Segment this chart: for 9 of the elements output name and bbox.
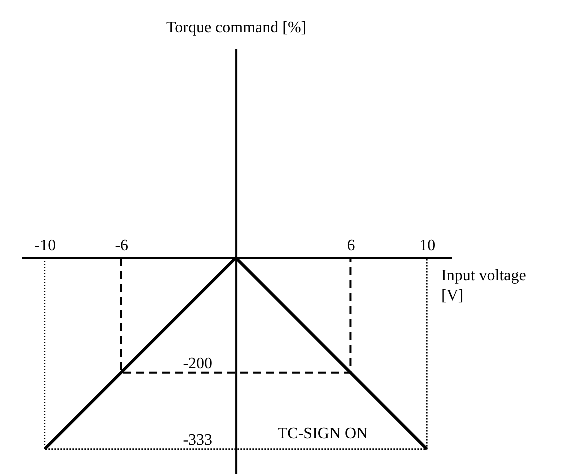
x-tick-label: -6 (115, 238, 129, 255)
x-axis-title: Input voltage [V] (442, 268, 526, 305)
y-tick-label: -333 (183, 432, 213, 449)
x-tick-label: 6 (347, 238, 356, 255)
x-tick-label: -10 (34, 238, 56, 255)
x-tick-label: 10 (420, 238, 436, 255)
y-tick-label: -200 (183, 355, 213, 372)
y-axis-title: Torque command [%] (166, 20, 307, 36)
annotation: TC-SIGN ON (278, 426, 369, 443)
